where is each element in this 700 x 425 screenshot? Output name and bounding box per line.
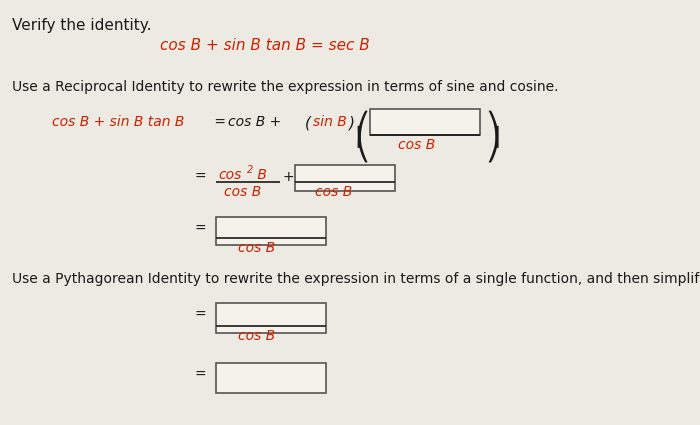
Text: ⎠: ⎠	[485, 125, 500, 162]
Text: =: =	[195, 308, 206, 322]
Text: +: +	[283, 170, 295, 184]
Bar	[216, 363, 326, 393]
Text: ⎞: ⎞	[485, 111, 500, 148]
Text: =: =	[195, 170, 206, 184]
Bar	[370, 109, 480, 135]
Text: B: B	[253, 168, 267, 182]
Text: cos B: cos B	[238, 241, 275, 255]
Text: cos B + sin B tan B: cos B + sin B tan B	[52, 115, 184, 129]
Text: =: =	[195, 222, 206, 236]
Text: cos B: cos B	[315, 185, 352, 199]
Text: ): )	[349, 115, 355, 130]
Text: ⎝: ⎝	[354, 125, 370, 162]
Text: cos B: cos B	[238, 329, 275, 343]
Text: cos B: cos B	[224, 185, 261, 199]
Bar	[216, 303, 326, 333]
Text: sin B: sin B	[313, 115, 346, 129]
Text: Use a Reciprocal Identity to rewrite the expression in terms of sine and cosine.: Use a Reciprocal Identity to rewrite the…	[12, 80, 559, 94]
Text: (: (	[305, 115, 311, 130]
Text: cos: cos	[218, 168, 241, 182]
Text: =: =	[195, 368, 206, 382]
Text: cos B +: cos B +	[228, 115, 286, 129]
Bar	[216, 217, 326, 245]
Text: ⎛: ⎛	[354, 111, 370, 148]
Bar	[295, 165, 395, 191]
Text: cos B: cos B	[398, 138, 435, 152]
Text: 2: 2	[247, 165, 253, 175]
Text: =: =	[210, 115, 230, 129]
Text: cos B + sin B tan B = sec B: cos B + sin B tan B = sec B	[160, 38, 370, 53]
Text: Use a Pythagorean Identity to rewrite the expression in terms of a single functi: Use a Pythagorean Identity to rewrite th…	[12, 272, 700, 286]
Text: Verify the identity.: Verify the identity.	[12, 18, 151, 33]
